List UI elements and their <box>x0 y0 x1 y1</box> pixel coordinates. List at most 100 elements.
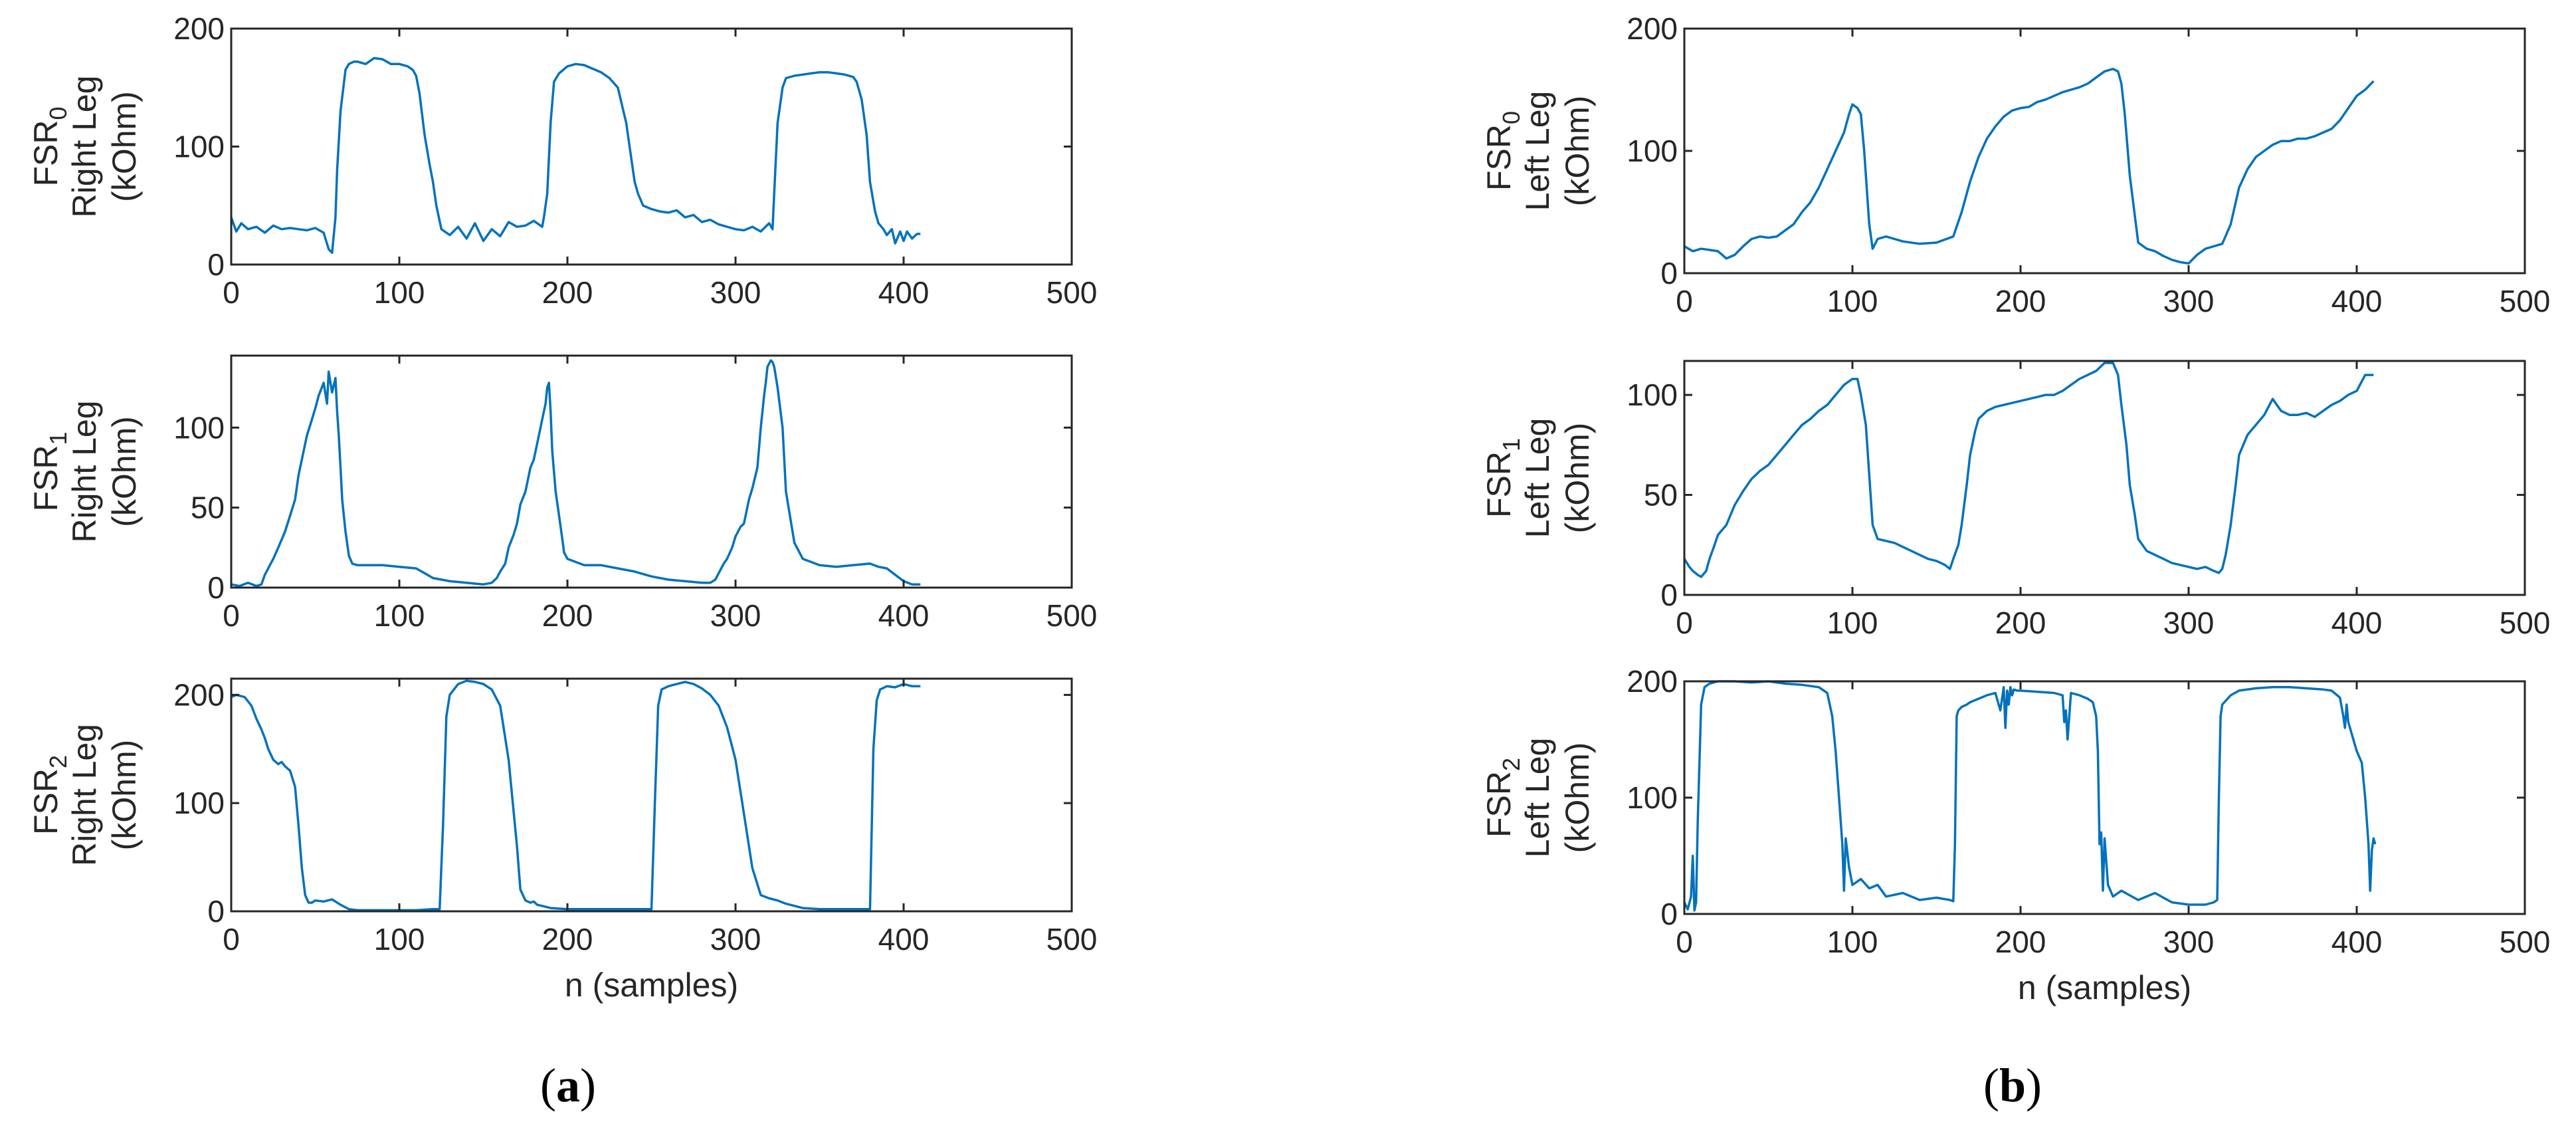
chart-b-fsr2-ylabel-leg: Left Leg <box>1519 738 1556 858</box>
chart-a-fsr2-ytick-label: 0 <box>207 894 225 929</box>
chart-b-fsr0-ylabel-leg: Left Leg <box>1519 91 1556 211</box>
chart-b-fsr1-xtick-label: 0 <box>1676 606 1693 640</box>
chart-b-fsr0-ylabel-sensor-index: 0 <box>1498 111 1525 124</box>
chart-b-fsr0-axes-frame <box>1683 27 2526 275</box>
chart-b-fsr1-ytick-label: 50 <box>1644 478 1678 512</box>
chart-a-fsr0-ylabel-leg: Right Leg <box>66 75 103 217</box>
chart-b-fsr2-xtick-label: 300 <box>2163 925 2215 959</box>
chart-a-fsr2-series-line <box>231 679 921 912</box>
chart-a-fsr1-ylabel-unit: (kOhm) <box>106 416 143 527</box>
chart-b-fsr1-axes-frame <box>1683 360 2526 596</box>
panel-b-open: ( <box>1983 1059 1999 1112</box>
chart-a-fsr1-xtick-label: 0 <box>223 598 240 633</box>
chart-b-fsr0-xtick-label: 100 <box>1827 284 1878 318</box>
chart-a-fsr1-ylabel-leg: Right Leg <box>66 400 103 542</box>
panel-b-letter: b <box>1999 1059 2026 1112</box>
chart-b-fsr0-ytick-label: 200 <box>1627 11 1678 46</box>
chart-a-fsr2-xtick-label: 100 <box>374 922 425 956</box>
panel-a-letter: a <box>556 1059 580 1112</box>
chart-a-fsr2-ylabel-leg: Right Leg <box>66 724 103 866</box>
chart-a-fsr2-ylabel-unit: (kOhm) <box>106 740 143 851</box>
chart-a-fsr1-xtick-label: 200 <box>542 598 593 633</box>
chart-a-fsr1-ylabel-sensor: FSR1 <box>27 431 72 511</box>
chart-b-fsr1-xtick-label: 100 <box>1827 606 1878 640</box>
chart-a-fsr0-ylabel-sensor-index: 0 <box>45 106 72 120</box>
chart-b-fsr1-ytick-label: 100 <box>1627 378 1678 412</box>
chart-a-fsr0-ytick-label: 200 <box>173 11 225 46</box>
chart-a-fsr2-xtick-label: 400 <box>878 922 930 956</box>
chart-a-fsr2-xtick-label: 300 <box>710 922 761 956</box>
chart-b-fsr2-xlabel: n (samples) <box>2018 969 2191 1006</box>
chart-a-fsr2-ylabel-sensor: FSR2 <box>27 755 72 835</box>
chart-b-fsr1-ylabel-leg: Left Leg <box>1519 418 1556 538</box>
chart-a-fsr2-ylabel-sensor-name: FSR <box>27 768 64 835</box>
chart-a-fsr2-ytick-label: 100 <box>173 786 225 820</box>
panel-b-close: ) <box>2026 1059 2042 1112</box>
chart-b-fsr0-xtick-label: 300 <box>2163 284 2215 318</box>
chart-a-fsr1-xtick-label: 400 <box>878 598 930 633</box>
chart-b-fsr2-axes-frame <box>1683 680 2526 915</box>
chart-a-fsr1-ylabel-sensor-name: FSR <box>27 445 64 512</box>
chart-b-fsr2-ylabel-sensor-name: FSR <box>1480 771 1518 838</box>
chart-b-fsr0-xtick-label: 200 <box>1995 284 2046 318</box>
chart-b-fsr2-xtick-label: 100 <box>1827 925 1878 959</box>
chart-a-fsr0-ylabel-sensor-name: FSR <box>27 120 64 187</box>
chart-b-fsr2-xtick-label: 400 <box>2331 925 2383 959</box>
chart-a-fsr2-ylabel-sensor-index: 2 <box>45 755 72 768</box>
chart-b-fsr0-ytick-label: 100 <box>1627 134 1678 168</box>
chart-b-fsr0-xtick-label: 500 <box>2500 284 2551 318</box>
chart-a-fsr1-ytick-label: 0 <box>207 570 225 605</box>
panel-a-label: (a) <box>540 1059 596 1112</box>
chart-a-fsr1-xtick-label: 500 <box>1046 598 1098 633</box>
chart-b-fsr1-ylabel-unit: (kOhm) <box>1559 423 1596 534</box>
chart-a-fsr0-ylabel-unit: (kOhm) <box>106 91 143 202</box>
chart-a-fsr0-ytick-label: 0 <box>207 247 225 282</box>
chart-b-fsr2-xtick-label: 500 <box>2500 925 2551 959</box>
chart-b-fsr1-ytick-label: 0 <box>1660 578 1678 612</box>
chart-b-fsr2-series-line <box>1683 680 2377 912</box>
chart-a-fsr2-xlabel: n (samples) <box>565 966 738 1004</box>
chart-b-fsr2-ylabel-sensor-index: 2 <box>1498 758 1525 771</box>
chart-a-fsr2-xtick-label: 200 <box>542 922 593 956</box>
chart-b-fsr2-ylabel-unit: (kOhm) <box>1559 742 1596 853</box>
chart-a-fsr1-series-line <box>231 359 921 588</box>
chart-b-fsr2-xtick-label: 200 <box>1995 925 2046 959</box>
chart-b-fsr1-ylabel-sensor-index: 1 <box>1498 438 1525 451</box>
chart-b-fsr0-xtick-label: 400 <box>2331 284 2383 318</box>
chart-b-fsr0-ylabel-unit: (kOhm) <box>1559 96 1596 207</box>
chart-a-fsr2-axes-frame <box>230 677 1073 913</box>
chart-b-fsr1-ylabel-sensor: FSR1 <box>1480 438 1525 518</box>
chart-b-fsr2-ytick-label: 200 <box>1627 664 1678 699</box>
chart-a-fsr0-xtick-label: 200 <box>542 275 593 310</box>
chart-a-fsr0-axes-frame <box>230 27 1073 266</box>
chart-b-fsr0-ylabel-sensor: FSR0 <box>1480 111 1525 191</box>
chart-a-fsr2-xtick-label: 500 <box>1046 922 1098 956</box>
chart-a-fsr0-ylabel-sensor: FSR0 <box>27 106 72 186</box>
chart-b-fsr2-xtick-label: 0 <box>1676 925 1693 959</box>
chart-a-fsr1-ylabel-sensor-index: 1 <box>45 431 72 445</box>
chart-b-fsr2-ytick-label: 100 <box>1627 780 1678 815</box>
chart-a-fsr0-xtick-label: 500 <box>1046 275 1098 310</box>
panel-b-label: (b) <box>1983 1059 2042 1112</box>
chart-b-fsr1-series-line <box>1683 362 2374 578</box>
chart-b-fsr0-ytick-label: 0 <box>1660 256 1678 290</box>
chart-b-fsr1-xtick-label: 200 <box>1995 606 2046 640</box>
chart-b-fsr1-xtick-label: 500 <box>2500 606 2551 640</box>
chart-a-fsr0-xtick-label: 100 <box>374 275 425 310</box>
chart-a-fsr1-ytick-label: 50 <box>191 491 225 525</box>
chart-a-fsr1-xtick-label: 300 <box>710 598 761 633</box>
chart-b-fsr1-xtick-label: 400 <box>2331 606 2383 640</box>
chart-a-fsr0-ytick-label: 100 <box>173 130 225 164</box>
